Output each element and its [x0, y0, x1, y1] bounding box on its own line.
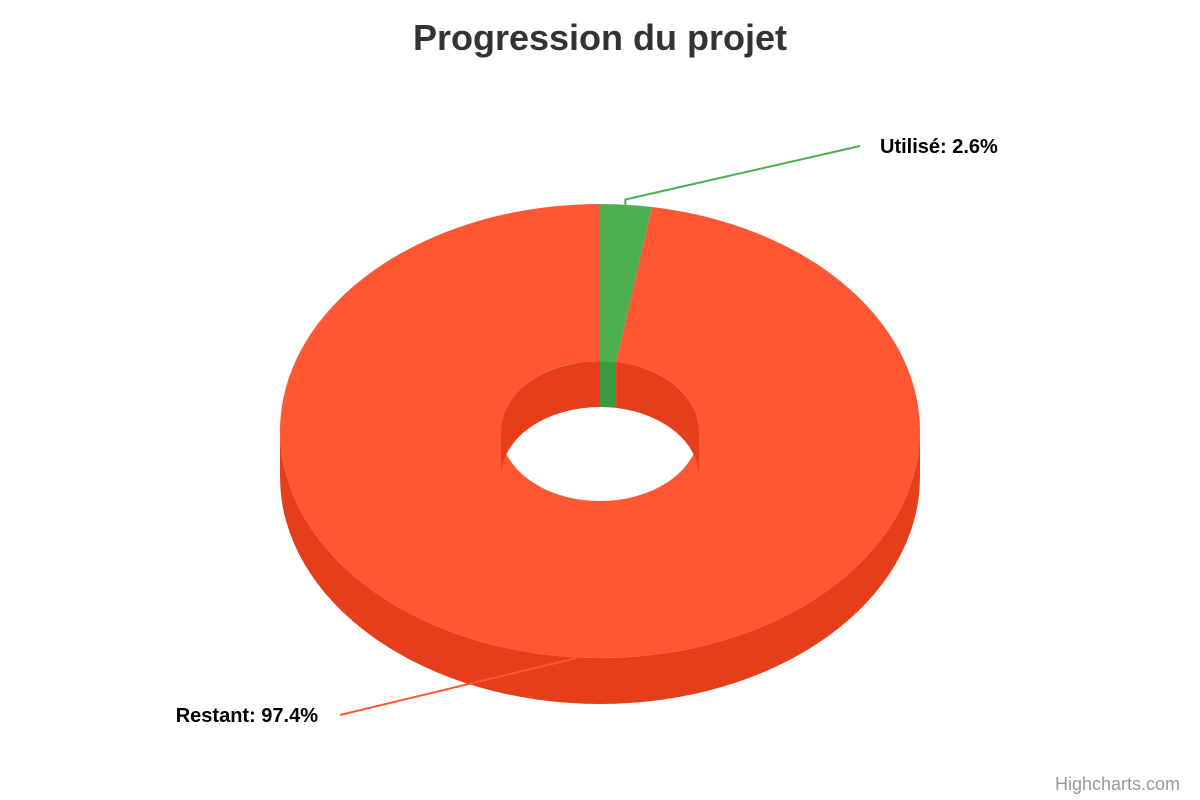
top-faces — [280, 204, 920, 658]
chart-title: Progression du projet — [413, 17, 787, 58]
data-labels-group: Utilisé: 2.6% Restant: 97.4% — [176, 136, 998, 727]
outer-wall-restant[interactable] — [280, 431, 920, 704]
connector-utilis- — [624, 145, 861, 212]
inner-wall-restant[interactable] — [501, 361, 600, 477]
credits-link[interactable]: Highcharts.com — [1055, 774, 1180, 794]
data-label-utilis-: Utilisé: 2.6% — [880, 136, 998, 158]
inner-walls — [501, 361, 699, 477]
slice-restant[interactable] — [280, 204, 920, 658]
outer-walls — [280, 431, 920, 704]
inner-wall-utilis-[interactable] — [600, 361, 617, 408]
slice-utilis-[interactable] — [600, 204, 653, 362]
inner-wall-restant[interactable] — [616, 361, 699, 477]
plot-area — [280, 204, 920, 704]
connector-restant — [339, 650, 576, 716]
data-label-restant: Restant: 97.4% — [176, 705, 318, 727]
